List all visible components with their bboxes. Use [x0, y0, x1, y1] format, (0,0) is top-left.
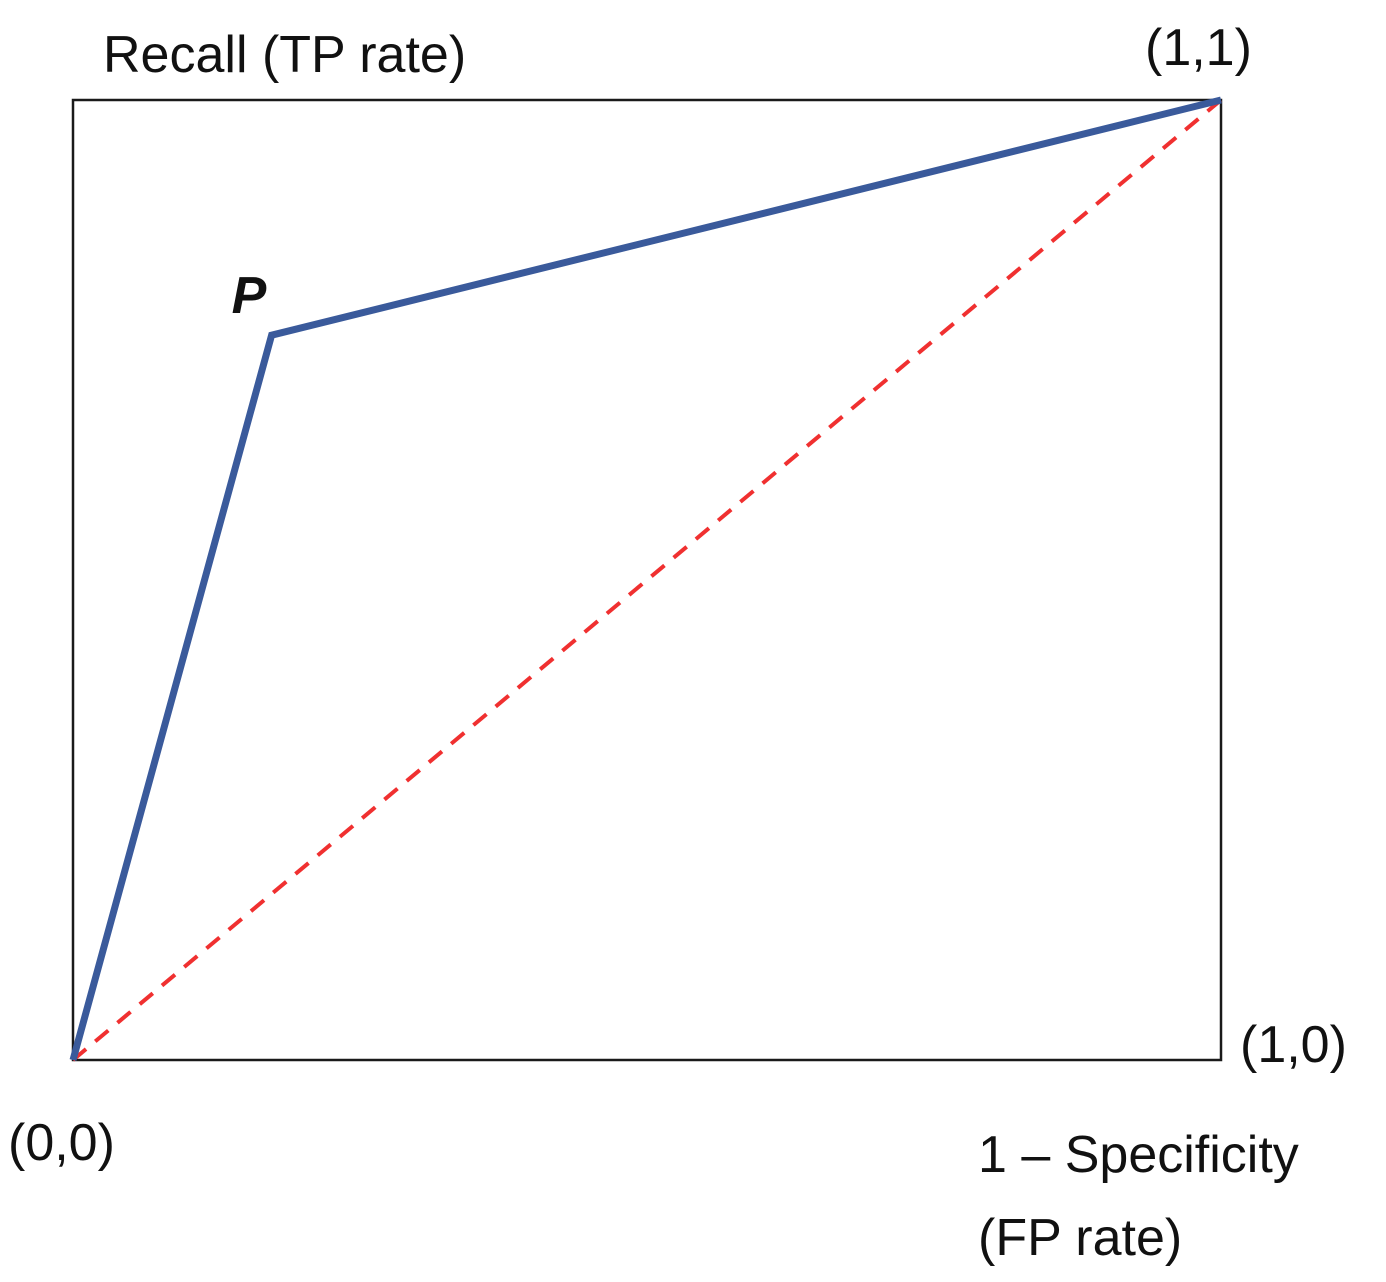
x-axis-label-line-2: (FP rate)	[978, 1209, 1182, 1267]
roc-curve-line	[69, 96, 1222, 1061]
corner-label-origin: (0,0)	[8, 1114, 115, 1172]
point-label-p: P	[232, 267, 267, 325]
plot-frame	[71, 98, 1223, 1062]
random-classifier-line	[71, 98, 1223, 1062]
y-axis-label: Recall (TP rate)	[103, 26, 466, 84]
annotation-layer: P	[232, 267, 267, 325]
x-axis-label-line-1: 1 – Specificity	[978, 1126, 1299, 1184]
corner-label-bottom-right: (1,0)	[1240, 1016, 1347, 1074]
corner-label-top-right: (1,1)	[1145, 19, 1252, 77]
series-layer	[69, 96, 1223, 1062]
